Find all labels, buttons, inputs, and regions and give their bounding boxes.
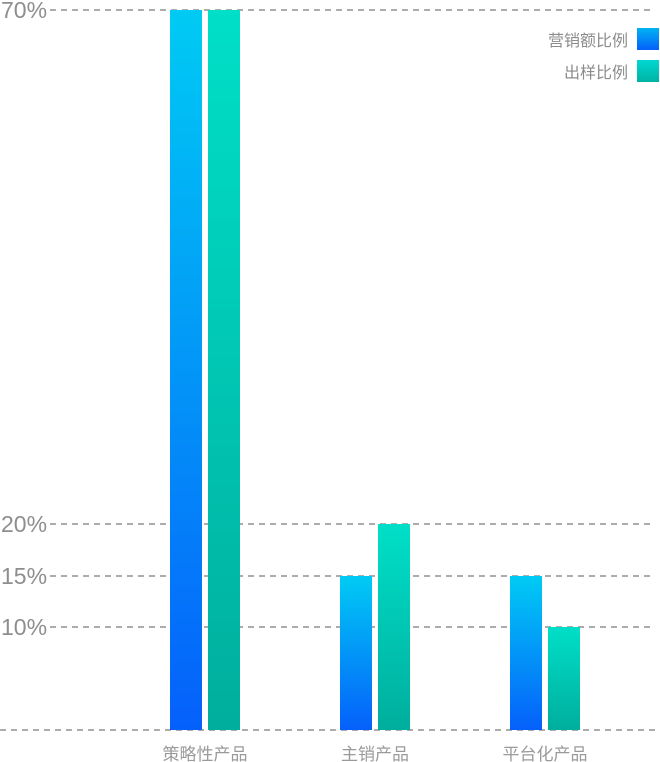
- gridline-20: [50, 523, 655, 526]
- legend: 营销额比例 出样比例: [548, 28, 659, 82]
- legend-label-sales-ratio: 营销额比例: [547, 33, 628, 50]
- legend-item-sales-ratio: 营销额比例: [548, 28, 659, 50]
- y-axis-label-15: 15%: [1, 562, 48, 589]
- bar-series0-category0: [170, 10, 202, 730]
- category-label-1: 主销产品: [341, 745, 409, 762]
- legend-item-display-ratio: 出样比例: [564, 60, 659, 82]
- bar-series1-category0: [208, 10, 240, 730]
- legend-label-display-ratio: 出样比例: [563, 65, 628, 82]
- category-label-2: 平台化产品: [502, 745, 588, 762]
- category-label-0: 策略性产品: [162, 745, 248, 762]
- gridline-baseline: [0, 729, 655, 731]
- gridline-70: [50, 9, 655, 11]
- bar-series0-category2: [510, 575, 542, 730]
- y-axis-label-10: 10%: [1, 614, 48, 641]
- bar-series1-category1: [378, 524, 410, 730]
- bar-series1-category2: [548, 627, 580, 730]
- legend-swatch-sales-ratio: [637, 28, 659, 50]
- y-axis-label-70: 70%: [1, 0, 48, 23]
- y-axis-label-20: 20%: [1, 511, 48, 538]
- legend-swatch-display-ratio: [637, 60, 659, 82]
- bar-series0-category1: [340, 575, 372, 730]
